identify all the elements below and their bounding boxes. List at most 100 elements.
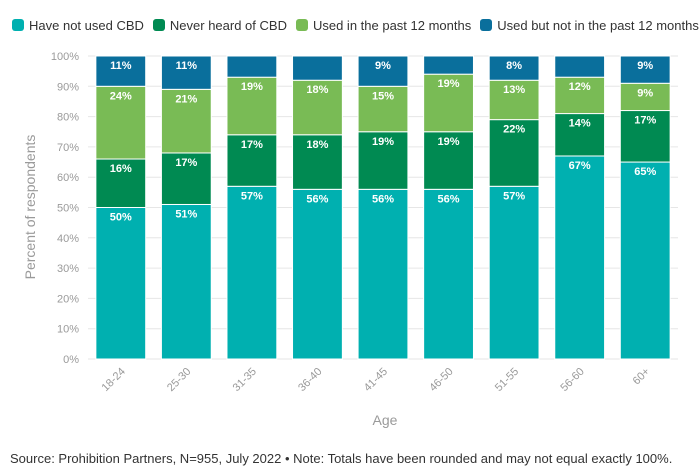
x-axis-ticks: 18-24 25-30 31-35 36-40 41-45 46-50 51-55 56-60…: [100, 366, 653, 394]
bar-segment: [226, 55, 278, 78]
bar-segment: [226, 76, 278, 136]
bar-segment: [292, 188, 343, 360]
x-tick-label: 46-50: [427, 366, 455, 394]
bar-segment: [160, 203, 212, 360]
bar-value-label: 19%: [372, 136, 394, 148]
y-tick-label: 80%: [57, 112, 79, 124]
y-tick-label: 90%: [57, 81, 79, 93]
legend-label: Never heard of CBD: [169, 17, 287, 33]
bar-segment: [95, 158, 147, 209]
bar-value-label: 22%: [503, 124, 525, 136]
bar-value-label: 18%: [306, 84, 328, 96]
bar-segment: [554, 55, 606, 78]
y-axis-title: Percent of respondents: [22, 135, 38, 280]
x-tick-label: 25-30: [165, 366, 193, 394]
chart-legend: Have not used CBD Never heard of CBD Used …: [12, 12, 699, 38]
bar-value-label: 17%: [634, 115, 656, 127]
bar-segment: [292, 134, 343, 190]
legend-item: Used in the past 12 months: [295, 17, 472, 33]
bar-segment: [160, 55, 212, 90]
bar-segment: [95, 207, 147, 360]
bar-value-label: 17%: [175, 157, 197, 169]
source-note: Source: Prohibition Partners, N=955, Jul…: [10, 451, 673, 466]
bar-value-label: 12%: [569, 81, 591, 93]
bar-segment: [423, 188, 474, 360]
bar-value-label: 15%: [372, 90, 394, 102]
legend-item: Have not used CBD: [12, 18, 144, 33]
bar-segment: [357, 188, 409, 360]
x-axis-title: Age: [373, 412, 398, 428]
bars: 50% 16% 24% 11% 51% 17% 21% 11% 57% 17% 19% 56% 18% 1…: [95, 55, 671, 360]
bar-value-label: 56%: [438, 193, 460, 205]
bar-value-label: 19%: [241, 81, 263, 93]
bar-value-label: 9%: [375, 60, 391, 72]
bar-segment: [423, 131, 474, 190]
bar-segment: [292, 79, 343, 136]
y-tick-label: 70%: [57, 142, 79, 154]
legend-label: Used but not in the past 12 months: [497, 17, 699, 33]
y-tick-label: 20%: [57, 293, 79, 305]
bar-value-label: 16%: [110, 163, 132, 175]
y-tick-label: 30%: [57, 263, 79, 275]
y-tick-label: 100%: [51, 51, 79, 63]
bar-segment: [160, 88, 212, 154]
x-tick-label: 51-55: [493, 366, 521, 394]
bar-segment: [423, 55, 474, 75]
bar-value-label: 50%: [110, 212, 132, 224]
bar-segment: [488, 185, 540, 360]
legend-label: Used in the past 12 months: [312, 17, 472, 33]
bar-value-label: 67%: [569, 160, 591, 172]
bar-segment: [554, 76, 606, 115]
bar-value-label: 8%: [506, 60, 522, 72]
bar-segment: [619, 110, 671, 163]
x-tick-label: 41-45: [362, 366, 390, 394]
bar-segment: [357, 131, 409, 190]
bar-value-label: 13%: [503, 84, 525, 96]
bar-segment: [619, 55, 671, 84]
y-tick-label: 0%: [63, 354, 79, 366]
bar-value-label: 21%: [175, 93, 197, 105]
y-tick-label: 10%: [57, 324, 79, 336]
bar-segment: [554, 155, 606, 360]
legend-swatch: [152, 19, 165, 31]
bar-value-label: 56%: [306, 193, 328, 205]
bar-value-label: 65%: [634, 166, 656, 178]
bar-value-label: 57%: [241, 190, 263, 202]
bar-segment: [292, 55, 343, 81]
bar-segment: [488, 119, 540, 187]
bar-segment: [488, 79, 540, 121]
bar-value-label: 19%: [438, 136, 460, 148]
x-tick-label: 36-40: [296, 366, 324, 394]
bar-value-label: 24%: [110, 90, 132, 102]
y-tick-label: 40%: [57, 233, 79, 245]
legend-swatch: [12, 19, 24, 31]
x-tick-label: 18-24: [100, 366, 128, 394]
y-tick-label: 50%: [57, 203, 79, 215]
bar-segment: [357, 85, 409, 133]
x-tick-label: 31-35: [231, 366, 259, 394]
legend-item: Never heard of CBD: [152, 17, 287, 33]
bar-value-label: 14%: [569, 118, 591, 130]
bar-value-label: 56%: [372, 193, 394, 205]
bar-value-label: 57%: [503, 190, 525, 202]
bar-segment: [95, 55, 147, 87]
bar-segment: [554, 113, 606, 157]
bar-value-label: 9%: [637, 87, 653, 99]
bar-segment: [488, 55, 540, 81]
y-axis-ticks: 0% 10% 20% 30% 40% 50% 60% 70% 80% 90% 100%: [51, 51, 79, 366]
x-tick-label: 56-60: [558, 366, 586, 394]
bar-value-label: 17%: [241, 139, 263, 151]
bar-segment: [357, 55, 409, 87]
bar-segment: [619, 161, 671, 360]
bar-value-label: 51%: [175, 208, 197, 220]
bar-segment: [226, 185, 278, 360]
bar-value-label: 11%: [110, 60, 132, 72]
legend-item: Used but not in the past 12 months: [480, 18, 699, 33]
bar-value-label: 18%: [306, 139, 328, 151]
stacked-bar-chart: 0% 10% 20% 30% 40% 50% 60% 70% 80% 90% 100% 50% 16%…: [22, 51, 678, 428]
bar-value-label: 19%: [438, 78, 460, 90]
bar-value-label: 11%: [176, 60, 198, 72]
legend-swatch: [480, 19, 493, 31]
legend-swatch: [295, 19, 308, 31]
legend-label: Have not used CBD: [29, 17, 144, 33]
